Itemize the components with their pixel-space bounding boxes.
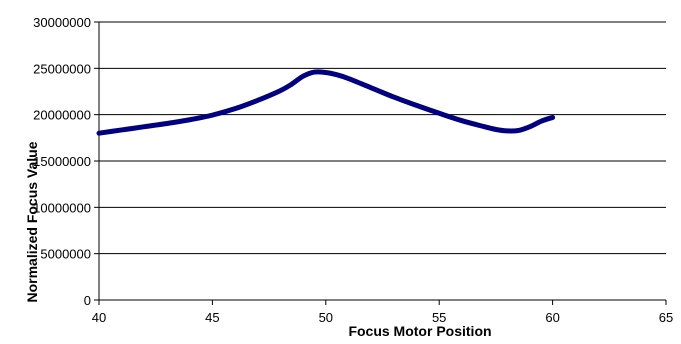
y-tick-label: 30000000 (33, 15, 91, 30)
y-tick-label: 25000000 (33, 61, 91, 76)
gridlines (99, 21, 666, 255)
tick-labels: 0 5000000 10000000 15000000 20000000 25000000… (33, 15, 673, 325)
x-tick-label: 40 (92, 310, 106, 325)
y-tick-label: 5000000 (40, 247, 91, 262)
y-tick-label: 15000000 (33, 154, 91, 169)
y-tick-label: 0 (84, 293, 91, 308)
x-tick-label: 60 (545, 310, 559, 325)
x-tick-label: 65 (659, 310, 673, 325)
axes (94, 21, 667, 305)
y-tick-label: 20000000 (33, 108, 91, 123)
y-axis-title: Normalized Focus Value (24, 141, 40, 302)
y-tick-label: 10000000 (33, 200, 91, 215)
series-layer (96, 69, 556, 136)
x-axis-title: Focus Motor Position (348, 323, 491, 339)
x-tick-label: 45 (205, 310, 219, 325)
x-tick-label: 55 (432, 310, 446, 325)
x-tick-label: 50 (319, 310, 333, 325)
series-line (96, 69, 556, 136)
